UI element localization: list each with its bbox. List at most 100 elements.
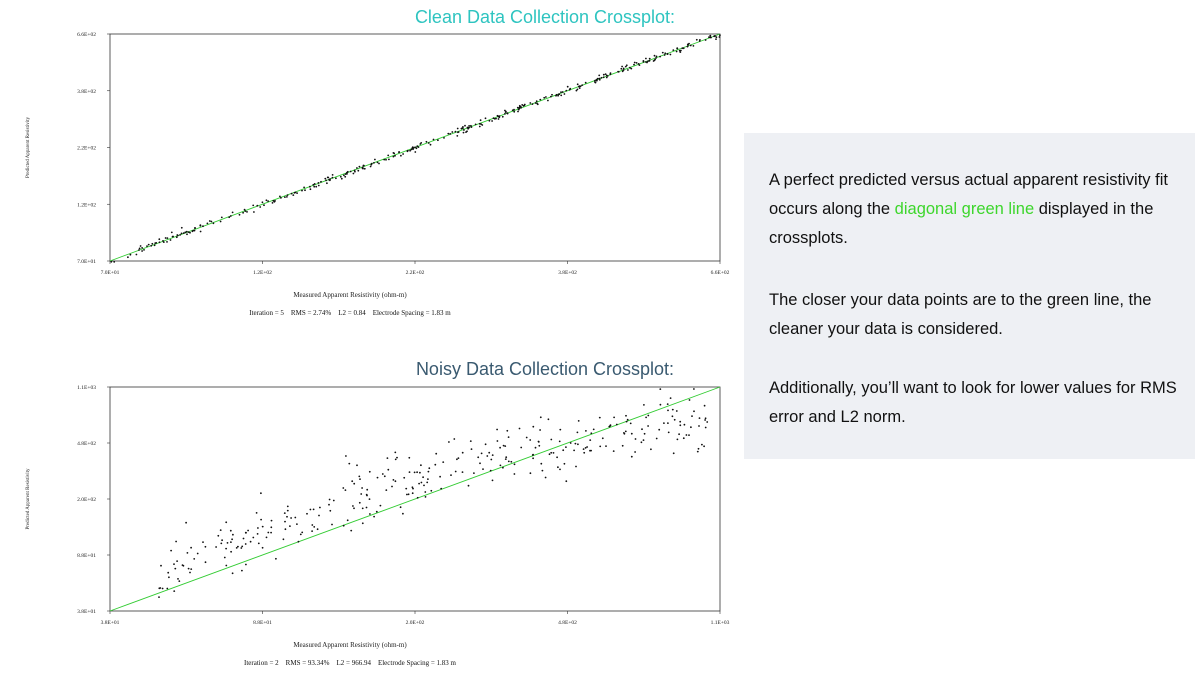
data-point — [138, 247, 141, 250]
data-point — [531, 103, 534, 105]
clean-crossplot: 7.0E+01 1.2E+02 2.2E+02 3.8E+02 6.6E+02 7.0E+… — [26, 32, 730, 317]
data-point — [175, 236, 178, 239]
data-point — [679, 420, 682, 423]
info-text: displayed in the crossplots. — [769, 200, 1154, 247]
data-point — [326, 182, 328, 185]
data-point — [642, 439, 645, 441]
data-point — [420, 464, 422, 467]
data-point — [578, 85, 580, 88]
data-point — [690, 426, 692, 429]
data-point — [454, 130, 457, 133]
data-point — [579, 85, 582, 88]
data-point — [230, 541, 232, 543]
data-point — [463, 129, 465, 131]
data-point — [522, 104, 525, 107]
data-point — [434, 463, 437, 466]
data-point — [354, 170, 356, 173]
data-point — [474, 123, 477, 126]
data-point — [424, 496, 427, 498]
data-point — [669, 397, 672, 399]
data-point — [358, 165, 361, 168]
data-point — [640, 441, 643, 444]
data-point — [245, 531, 247, 534]
data-point — [673, 418, 676, 421]
data-point — [178, 580, 181, 582]
data-point — [698, 425, 700, 427]
data-point — [437, 139, 439, 142]
data-point — [609, 72, 612, 74]
data-point — [370, 162, 373, 165]
data-point — [454, 470, 457, 473]
data-point — [245, 563, 247, 566]
data-point — [666, 403, 669, 405]
data-point — [427, 470, 430, 473]
data-point — [448, 441, 450, 443]
data-point — [498, 116, 501, 119]
data-point — [696, 450, 699, 453]
data-point — [232, 533, 234, 536]
data-point — [194, 227, 196, 229]
data-point — [143, 249, 145, 251]
data-point — [379, 504, 382, 507]
data-point — [352, 505, 354, 507]
data-point — [185, 230, 188, 233]
data-point — [164, 237, 167, 239]
data-point — [672, 49, 675, 51]
data-point — [242, 211, 245, 214]
data-point — [544, 476, 547, 479]
data-point — [468, 125, 470, 127]
data-point — [187, 567, 190, 570]
data-point — [550, 451, 553, 454]
chart-title-clean: Clean Data Collection Crossplot: — [414, 7, 676, 27]
data-point — [358, 501, 361, 504]
data-point — [575, 465, 577, 468]
data-point — [383, 475, 386, 478]
data-point — [493, 117, 496, 120]
data-point — [151, 242, 154, 245]
data-point — [540, 462, 543, 465]
data-point — [491, 454, 494, 456]
data-point — [638, 64, 641, 66]
data-point — [344, 175, 347, 178]
data-point — [290, 517, 292, 519]
data-point — [170, 231, 173, 234]
data-point — [416, 496, 419, 499]
y-tick-label: 1.1E+03 — [77, 385, 96, 391]
x-tick-label: 3.8E+01 — [101, 620, 120, 626]
data-point — [284, 528, 287, 531]
data-point — [537, 441, 540, 443]
data-point — [388, 158, 390, 161]
data-point — [241, 545, 244, 548]
data-point — [504, 458, 507, 460]
data-point — [410, 148, 413, 151]
data-point — [199, 224, 202, 227]
data-point — [589, 439, 592, 441]
data-point — [374, 158, 376, 161]
data-point — [369, 165, 372, 168]
data-point — [349, 170, 352, 173]
data-point — [479, 119, 482, 122]
data-point — [192, 229, 195, 232]
data-point — [480, 123, 482, 125]
data-point — [309, 508, 312, 511]
data-point — [158, 596, 160, 598]
data-point — [135, 253, 138, 256]
data-point — [181, 564, 184, 566]
data-point — [402, 153, 404, 155]
data-point — [406, 150, 409, 153]
data-point — [626, 418, 629, 421]
data-point — [496, 114, 499, 117]
data-point — [202, 541, 204, 543]
data-point — [368, 470, 371, 473]
data-point — [153, 244, 156, 247]
data-point — [578, 87, 581, 89]
data-point — [160, 564, 162, 567]
data-point — [507, 436, 510, 438]
x-tick-label: 1.2E+02 — [253, 270, 272, 276]
data-point — [513, 473, 516, 475]
data-point — [292, 194, 295, 197]
data-point — [671, 415, 674, 418]
data-point — [661, 51, 664, 54]
data-point — [113, 261, 116, 263]
data-point — [555, 94, 557, 97]
